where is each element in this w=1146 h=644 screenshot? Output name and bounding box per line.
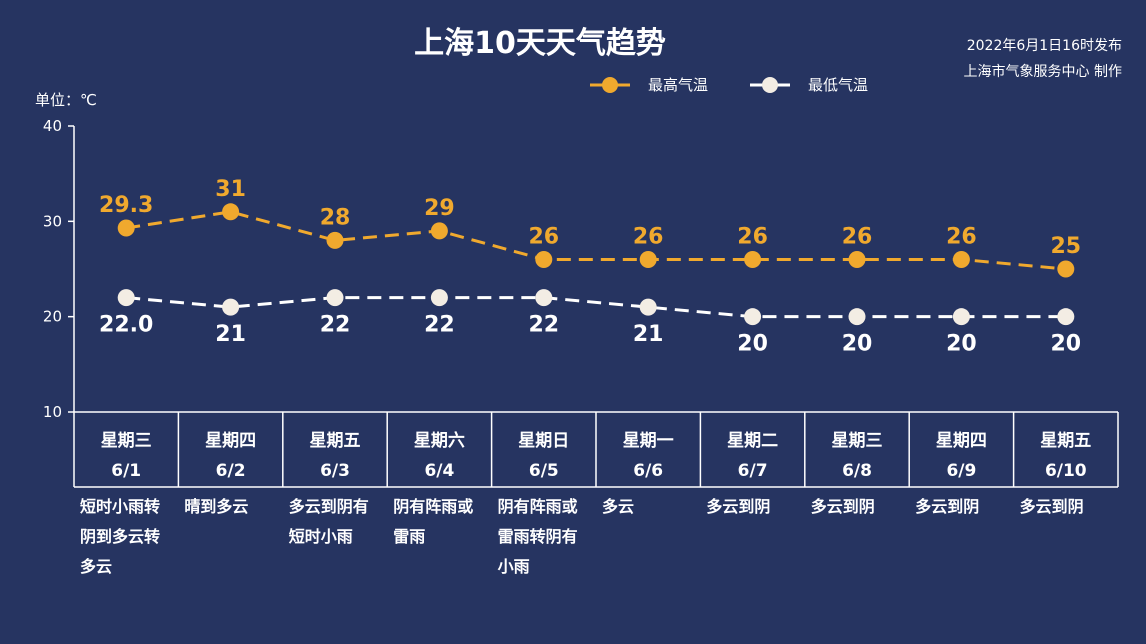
series-lines (117, 203, 1075, 326)
weekday-label: 星期一 (623, 431, 674, 451)
date-label: 6/6 (633, 461, 663, 481)
high-temp-label: 26 (633, 224, 664, 249)
low-temp-label: 21 (215, 322, 246, 347)
weekday-label: 星期四 (936, 431, 987, 451)
weather-description: 雷雨转阴有 (498, 527, 578, 546)
y-tick-label: 10 (43, 403, 62, 421)
high-temp-label: 26 (528, 224, 559, 249)
high-temp-label: 26 (737, 224, 768, 249)
legend-high-marker (602, 77, 618, 93)
weekday-label: 星期六 (414, 430, 465, 451)
y-tick-label: 20 (43, 308, 62, 326)
high-temp-label: 26 (842, 224, 873, 249)
date-label: 6/1 (111, 461, 141, 481)
low-temp-label: 22 (528, 313, 559, 338)
weather-description: 阴有阵雨或 (498, 497, 578, 516)
weekday-label: 星期四 (205, 431, 256, 451)
weather-description: 阴有阵雨或 (393, 497, 473, 516)
weather-description: 多云到阴 (706, 497, 770, 516)
high-temp-label: 26 (946, 224, 977, 249)
weather-description: 短时小雨转 (80, 497, 160, 516)
legend: 最高气温 最低气温 (590, 76, 868, 94)
weather-description: 多云到阴 (811, 497, 875, 516)
high-temp-label: 28 (320, 205, 351, 230)
legend-high-label: 最高气温 (648, 76, 708, 94)
low-temp-label: 20 (737, 332, 768, 357)
data-labels: 29.3 31 28 29 26 26 26 26 26 25 22.0 21 22 22 22 21 20 20… (99, 177, 1081, 357)
weather-description: 雷雨 (393, 527, 425, 546)
weekday-label: 星期五 (310, 431, 361, 451)
low-temp-point (222, 298, 240, 316)
weather-description: 晴到多云 (184, 497, 248, 516)
low-temp-label: 20 (1050, 332, 1081, 357)
date-label: 6/9 (946, 461, 976, 481)
date-label: 6/10 (1045, 461, 1087, 481)
high-temp-label: 29.3 (99, 193, 153, 218)
low-temp-point (744, 308, 762, 326)
producer-credit: 上海市气象服务中心 制作 (964, 63, 1122, 80)
weekday-label: 星期三 (101, 431, 152, 451)
weather-description: 多云到阴 (915, 497, 979, 516)
low-temp-point (639, 298, 657, 316)
high-temp-label: 31 (215, 177, 246, 202)
y-tick-label: 30 (43, 212, 62, 230)
weekday-label: 星期三 (832, 431, 883, 451)
high-temp-point (535, 250, 553, 268)
chart-title: 上海10天天气趋势 (414, 26, 666, 61)
weather-description: 小雨 (498, 557, 530, 576)
low-temp-label: 22 (424, 313, 455, 338)
low-temp-point (1057, 308, 1075, 326)
low-temp-label: 20 (842, 332, 873, 357)
low-temp-point (535, 289, 553, 307)
date-label: 6/7 (738, 461, 768, 481)
weather-description: 多云 (602, 497, 634, 516)
high-temp-point (952, 250, 970, 268)
high-temp-label: 29 (424, 196, 455, 221)
low-temp-point (117, 289, 135, 307)
weather-description: 阴到多云转 (80, 527, 160, 546)
low-temp-label: 22 (320, 313, 351, 338)
issue-time: 2022年6月1日16时发布 (967, 38, 1122, 54)
y-axis: 10 20 30 40 (43, 117, 75, 421)
low-temp-point (952, 308, 970, 326)
low-temp-point (848, 308, 866, 326)
high-temp-point (326, 231, 344, 249)
y-tick-label: 40 (43, 117, 62, 135)
date-label: 6/3 (320, 461, 350, 481)
weekday-label: 星期五 (1040, 431, 1091, 451)
high-temp-label: 25 (1050, 234, 1081, 259)
high-temp-point (430, 222, 448, 240)
low-temp-label: 20 (946, 332, 977, 357)
high-temp-point (848, 250, 866, 268)
date-label: 6/5 (529, 461, 559, 481)
legend-low-label: 最低气温 (808, 76, 868, 94)
date-weather-table: 星期三6/1短时小雨转阴到多云转多云星期四6/2晴到多云星期五6/3多云到阴有短… (73, 411, 1119, 576)
high-temp-point (639, 250, 657, 268)
low-temp-point (326, 289, 344, 307)
weekday-label: 星期二 (727, 431, 778, 451)
low-temp-label: 22.0 (99, 313, 153, 338)
weather-description: 多云到阴有 (289, 497, 369, 516)
weather-description: 短时小雨 (289, 527, 353, 546)
weekday-label: 星期日 (518, 431, 569, 451)
date-label: 6/8 (842, 461, 872, 481)
legend-low-marker (762, 77, 778, 93)
date-label: 6/2 (216, 461, 246, 481)
low-temp-label: 21 (633, 322, 664, 347)
high-temp-line (125, 210, 1066, 271)
low-temp-point (430, 289, 448, 307)
high-temp-point (222, 203, 240, 221)
weather-description: 多云到阴 (1020, 497, 1084, 516)
high-temp-point (1057, 260, 1075, 278)
high-temp-point (117, 219, 135, 237)
unit-label: 单位：℃ (35, 91, 97, 109)
high-temp-point (744, 250, 762, 268)
date-label: 6/4 (424, 461, 454, 481)
low-temp-line (126, 296, 1066, 319)
weather-description: 多云 (80, 557, 112, 576)
